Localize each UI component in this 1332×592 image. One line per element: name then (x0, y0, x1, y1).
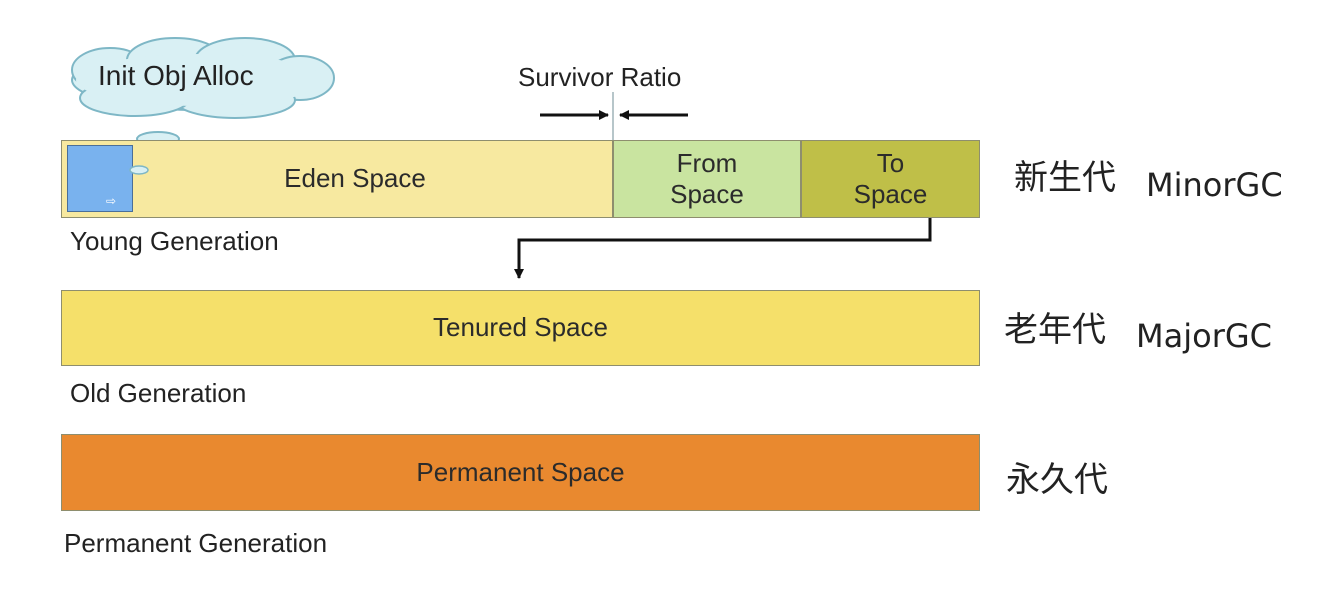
permanent-space: Permanent Space (61, 434, 980, 511)
permanent-space-label: Permanent Space (416, 456, 625, 487)
to-space-line1: To (876, 147, 905, 178)
permanent-generation-cn-label: 永久代 (1006, 460, 1108, 500)
to-space-line2: Space (853, 179, 928, 209)
young-generation-cn-label: 新生代 (1014, 158, 1116, 198)
tenured-space-label: Tenured Space (433, 312, 608, 343)
eden-space: Eden Space (61, 140, 613, 218)
new-object-block: ⇨ (67, 145, 133, 212)
tenured-space: Tenured Space (61, 290, 980, 366)
old-generation-cn-label: 老年代 (1004, 310, 1106, 350)
permanent-generation-label: Permanent Generation (64, 528, 328, 558)
eden-space-label: Eden Space (284, 163, 426, 194)
major-gc-label: MajorGC (1136, 317, 1272, 355)
minor-gc-label: MinorGC (1146, 166, 1283, 204)
to-space: To Space (801, 140, 980, 218)
init-obj-alloc-label: Init Obj Alloc (98, 60, 254, 91)
from-space-line1: From (676, 147, 738, 178)
young-generation-label: Young Generation (70, 226, 279, 256)
arrow-right-icon: ⇨ (106, 194, 117, 208)
from-space-line2: Space (670, 179, 744, 209)
survivor-ratio-label: Survivor Ratio (518, 62, 682, 92)
promotion-arrow (514, 218, 932, 279)
from-space: From Space (613, 140, 801, 218)
old-generation-label: Old Generation (70, 378, 247, 408)
